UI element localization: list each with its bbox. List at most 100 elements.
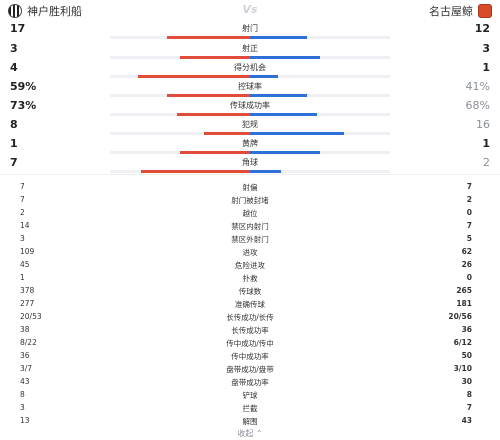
stat-label: 准确传球 (235, 300, 265, 309)
home-team-name: 神户胜利船 (27, 5, 82, 18)
away-stat-value: 12 (474, 22, 490, 35)
home-bar-track (110, 36, 250, 39)
away-bar-track (250, 132, 390, 135)
home-bar-fill (138, 75, 250, 78)
away-bar-fill (250, 75, 278, 78)
home-team[interactable]: 神户胜利船 (8, 3, 82, 19)
table-row: 14 禁区内射门 7 (0, 219, 500, 233)
home-bar-track (110, 151, 250, 154)
stat-row: 59% 控球率 41% (0, 80, 500, 102)
table-row: 8/22 传中成功/传中 6/12 (0, 336, 500, 350)
nagoya-grampus-badge-icon (478, 4, 492, 18)
table-row: 1 扑救 0 (0, 271, 500, 285)
home-bar-fill (203, 132, 250, 135)
table-row: 277 准确传球 181 (0, 297, 500, 311)
stat-row: 4 得分机会 1 (0, 61, 500, 83)
stat-label: 传中成功/传中 (226, 339, 274, 348)
away-stat-value: 68% (465, 99, 490, 112)
stat-row: 8 犯规 16 (0, 118, 500, 140)
away-bar-fill (250, 94, 308, 97)
stat-label: 铲球 (242, 391, 258, 400)
away-stat-value: 1 (482, 137, 490, 150)
away-stat-value: 36 (461, 325, 472, 334)
away-stat-value: 0 (466, 208, 472, 217)
home-stat-value: 1 (20, 273, 25, 282)
stat-label: 禁区外射门 (231, 235, 269, 244)
home-stat-value: 2 (20, 208, 25, 217)
stat-label: 进攻 (242, 248, 258, 257)
table-row: 7 射偏 7 (0, 180, 500, 194)
home-bar-track (110, 56, 250, 59)
away-stat-value: 30 (461, 377, 472, 386)
home-stat-value: 8/22 (20, 338, 37, 347)
home-stat-value: 1 (10, 137, 18, 150)
home-stat-value: 3 (20, 403, 25, 412)
table-row: 38 长传成功率 36 (0, 323, 500, 337)
stat-label: 传中成功率 (231, 352, 269, 361)
away-stat-value: 50 (461, 351, 472, 360)
home-stat-value: 36 (20, 351, 30, 360)
table-row: 378 传球数 265 (0, 284, 500, 298)
away-stat-value: 3/10 (453, 364, 472, 373)
home-stat-value: 43 (20, 377, 30, 386)
stat-label: 得分机会 (234, 63, 266, 72)
away-bar-track (250, 56, 390, 59)
away-bar-track (250, 75, 390, 78)
table-row: 3 禁区外射门 5 (0, 232, 500, 246)
away-stat-value: 0 (466, 273, 472, 282)
stat-label: 危险进攻 (235, 261, 265, 270)
stat-label: 射偏 (242, 183, 258, 192)
stat-label: 角球 (242, 158, 258, 167)
home-stat-value: 8 (10, 118, 18, 131)
home-bar-fill (140, 170, 250, 173)
away-stat-value: 20/56 (448, 312, 472, 321)
table-row: 20/53 长传成功/长传 20/56 (0, 310, 500, 324)
stat-row: 3 射正 3 (0, 42, 500, 64)
stat-label: 盘带成功率 (231, 378, 269, 387)
away-stat-value: 5 (466, 234, 472, 243)
stat-label: 控球率 (238, 82, 262, 91)
home-stat-value: 3 (20, 234, 25, 243)
vissel-kobe-badge-icon (8, 4, 22, 18)
home-stat-value: 7 (10, 156, 18, 169)
table-row: 45 危险进攻 26 (0, 258, 500, 272)
away-team-name: 名古屋鲸 (429, 5, 473, 18)
stat-label: 解围 (242, 417, 258, 426)
away-bar-fill (250, 113, 318, 116)
stat-row: 73% 传球成功率 68% (0, 99, 500, 121)
home-bar-fill (167, 94, 250, 97)
match-header: 神户胜利船 Vs 名古屋鲸 (0, 0, 500, 22)
away-stat-value: 6/12 (453, 338, 472, 347)
stat-label: 传球数 (238, 287, 262, 296)
stat-label: 长传成功率 (231, 326, 269, 335)
away-bar-fill (250, 36, 308, 39)
table-row: 3 拦截 7 (0, 401, 500, 415)
home-stat-value: 7 (20, 182, 25, 191)
home-stat-value: 3 (10, 42, 18, 55)
home-bar-track (110, 94, 250, 97)
stat-label: 禁区内射门 (231, 222, 269, 231)
table-row: 43 盘带成功率 30 (0, 375, 500, 389)
away-stat-value: 7 (466, 221, 472, 230)
home-stat-value: 277 (20, 299, 35, 308)
home-stat-value: 8 (20, 390, 25, 399)
away-bar-track (250, 170, 390, 173)
away-team[interactable]: 名古屋鲸 (429, 3, 492, 19)
away-stat-value: 1 (482, 61, 490, 74)
home-stat-value: 45 (20, 260, 30, 269)
away-bar-fill (250, 170, 281, 173)
home-stat-value: 109 (20, 247, 35, 256)
away-stat-value: 3 (482, 42, 490, 55)
home-bar-track (110, 170, 250, 173)
stat-row: 17 射门 12 (0, 22, 500, 44)
home-stat-value: 4 (10, 61, 18, 74)
home-bar-fill (167, 36, 250, 39)
table-row: 13 解围 43 (0, 414, 500, 428)
collapse-button[interactable]: 收起 ⌃ (237, 429, 263, 438)
away-bar-fill (250, 132, 344, 135)
stat-label: 盘带成功/盘带 (226, 365, 274, 374)
away-bar-track (250, 151, 390, 154)
stat-label: 越位 (242, 209, 258, 218)
home-bar-fill (180, 56, 250, 59)
home-bar-track (110, 113, 250, 116)
